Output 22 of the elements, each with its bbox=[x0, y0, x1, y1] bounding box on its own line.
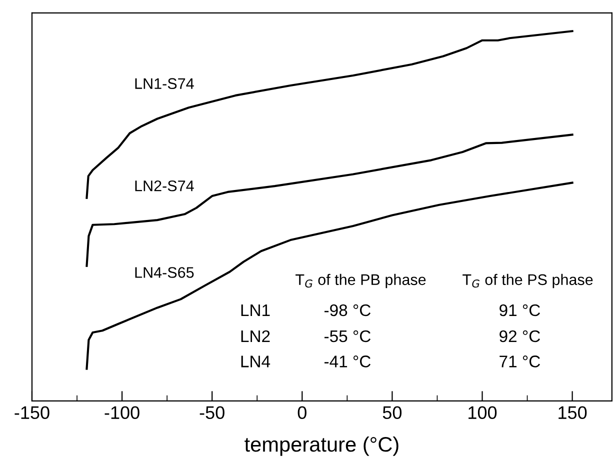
annotation: T$_{G}$ of the PS phase bbox=[462, 274, 593, 288]
x-tick-label: -50 bbox=[200, 406, 224, 420]
series-label: LN2-S74 bbox=[135, 180, 194, 192]
series-label: LN4-S65 bbox=[135, 267, 194, 278]
annotation: -55 °C bbox=[324, 330, 371, 342]
annotation: 92 °C bbox=[500, 330, 540, 342]
annotation: LN1 bbox=[241, 304, 270, 316]
annotation: T$_{G}$ of the PB phase bbox=[296, 274, 426, 288]
annotation: -98 °C bbox=[324, 304, 371, 316]
x-tick-label: 150 bbox=[558, 406, 587, 420]
annotation: LN4 bbox=[241, 356, 270, 368]
x-tick-label: 0 bbox=[298, 406, 306, 420]
annotation: -41 °C bbox=[324, 356, 371, 368]
series-label: LN1-S74 bbox=[135, 78, 194, 89]
x-tick-label: -100 bbox=[104, 406, 140, 420]
x-tick-label: -150 bbox=[14, 406, 50, 420]
x-tick-label: 100 bbox=[468, 406, 497, 420]
annotation: 71 °C bbox=[500, 356, 540, 368]
x-axis-title: temperature (°C) bbox=[244, 436, 398, 456]
x-tick-label: 50 bbox=[382, 406, 402, 420]
annotation: 91 °C bbox=[500, 304, 540, 316]
annotation: LN2 bbox=[241, 330, 270, 342]
